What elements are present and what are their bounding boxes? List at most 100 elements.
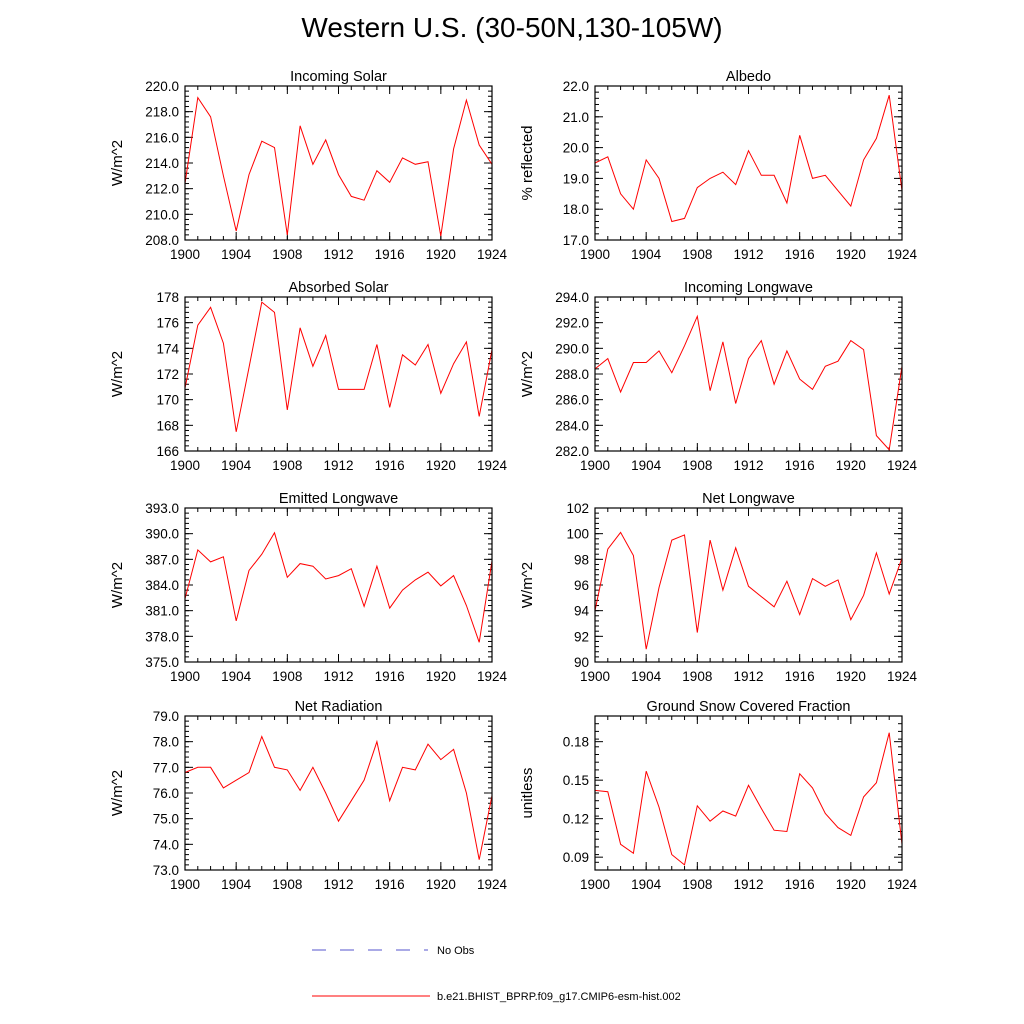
y-tick-label: 178 (156, 290, 179, 305)
x-tick-label: 1924 (887, 669, 918, 684)
x-tick-label: 1912 (733, 877, 763, 892)
y-tick-label: 384.0 (145, 578, 179, 593)
y-tick-label: 0.15 (563, 773, 589, 788)
y-tick-label: 90 (574, 655, 589, 670)
y-tick-label: 288.0 (555, 367, 589, 382)
x-tick-label: 1912 (733, 458, 763, 473)
x-tick-label: 1912 (733, 669, 763, 684)
y-axis-label: W/m^2 (519, 562, 536, 608)
y-tick-label: 170 (156, 393, 179, 408)
y-tick-label: 393.0 (145, 501, 179, 516)
y-tick-label: 75.0 (153, 812, 179, 827)
x-tick-label: 1912 (323, 669, 353, 684)
y-tick-label: 214.0 (145, 156, 179, 171)
x-tick-label: 1904 (221, 458, 252, 473)
x-tick-label: 1920 (426, 669, 456, 684)
panel-title: Albedo (726, 69, 771, 85)
x-tick-label: 1900 (170, 877, 200, 892)
legend-label: b.e21.BHIST_BPRP.f09_g17.CMIP6-esm-hist.… (437, 991, 681, 1003)
x-tick-label: 1916 (785, 877, 815, 892)
y-tick-label: 79.0 (153, 709, 179, 724)
x-tick-label: 1900 (580, 247, 610, 262)
y-tick-label: 212.0 (145, 182, 179, 197)
y-tick-label: 210.0 (145, 207, 179, 222)
y-tick-label: 0.12 (563, 812, 589, 827)
x-tick-label: 1904 (631, 458, 662, 473)
x-tick-label: 1924 (887, 247, 918, 262)
y-tick-label: 220.0 (145, 79, 179, 94)
y-tick-label: 378.0 (145, 629, 179, 644)
x-tick-label: 1900 (580, 877, 610, 892)
y-tick-label: 166 (156, 444, 179, 459)
x-tick-label: 1900 (170, 458, 200, 473)
panel-title: Absorbed Solar (289, 280, 389, 296)
panel-title: Emitted Longwave (279, 491, 398, 507)
panel-title: Incoming Longwave (684, 280, 813, 296)
x-tick-label: 1908 (682, 877, 712, 892)
y-tick-label: 0.09 (563, 850, 589, 865)
series-line-model (184, 531, 493, 643)
panel-title: Incoming Solar (290, 69, 387, 85)
plot-frame (184, 507, 493, 663)
x-tick-label: 1912 (733, 247, 763, 262)
y-axis-label: W/m^2 (109, 351, 126, 397)
x-tick-label: 1916 (375, 247, 405, 262)
y-tick-label: 284.0 (555, 418, 589, 433)
y-axis-label: W/m^2 (109, 770, 126, 816)
panel-ground-snow-covered-fraction: 1900 1904 1908 1912 1916 1920 1924 0.09 0.12 0.15… (519, 699, 918, 892)
x-tick-label: 1920 (836, 458, 866, 473)
x-tick-label: 1924 (887, 458, 918, 473)
y-tick-label: 78.0 (153, 735, 179, 750)
panel-net-longwave: 1900 1904 1908 1912 1916 1920 1924 90 92 94 96 98 10… (519, 491, 918, 684)
x-tick-label: 1900 (580, 458, 610, 473)
y-tick-label: 96 (574, 578, 589, 593)
x-tick-label: 1908 (272, 247, 302, 262)
y-tick-label: 21.0 (563, 110, 589, 125)
series-line-model (594, 314, 903, 451)
y-axis-label: unitless (519, 768, 536, 819)
plot-frame (594, 85, 903, 241)
x-tick-label: 1920 (426, 877, 456, 892)
x-tick-label: 1904 (631, 877, 662, 892)
y-tick-label: 92 (574, 629, 589, 644)
series-line-model (184, 96, 493, 237)
y-axis-label: W/m^2 (519, 351, 536, 397)
x-tick-label: 1920 (836, 877, 866, 892)
x-tick-label: 1904 (221, 247, 252, 262)
y-tick-label: 168 (156, 418, 179, 433)
y-tick-label: 381.0 (145, 604, 179, 619)
x-tick-label: 1912 (323, 877, 353, 892)
y-tick-label: 76.0 (153, 786, 179, 801)
y-tick-label: 102 (566, 501, 589, 516)
y-tick-label: 18.0 (563, 202, 589, 217)
y-tick-label: 0.18 (563, 735, 589, 750)
panel-absorbed-solar: 1900 1904 1908 1912 1916 1920 1924 166 168 170 172… (109, 280, 508, 473)
plot-frame (184, 85, 493, 241)
y-tick-label: 73.0 (153, 863, 179, 878)
x-tick-label: 1900 (170, 247, 200, 262)
x-tick-label: 1912 (323, 247, 353, 262)
y-tick-label: 176 (156, 316, 179, 331)
x-tick-label: 1924 (477, 247, 508, 262)
x-tick-label: 1908 (682, 247, 712, 262)
panel-incoming-longwave: 1900 1904 1908 1912 1916 1920 1924 282.0 284.0 28… (519, 280, 918, 473)
y-tick-label: 77.0 (153, 760, 179, 775)
x-tick-label: 1924 (477, 669, 508, 684)
series-line-model (184, 301, 493, 432)
y-tick-label: 208.0 (145, 233, 179, 248)
x-tick-label: 1924 (477, 877, 508, 892)
y-tick-label: 294.0 (555, 290, 589, 305)
series-line-model (594, 95, 903, 223)
x-tick-label: 1916 (785, 247, 815, 262)
y-tick-label: 375.0 (145, 655, 179, 670)
x-tick-label: 1916 (785, 669, 815, 684)
panel-net-radiation: 1900 1904 1908 1912 1916 1920 1924 73.0 74.0 75.0… (109, 699, 508, 892)
x-tick-label: 1900 (580, 669, 610, 684)
panel-albedo: 1900 1904 1908 1912 1916 1920 1924 17.0 18.0 19.0… (519, 69, 918, 262)
x-tick-label: 1920 (836, 669, 866, 684)
y-tick-label: 17.0 (563, 233, 589, 248)
panel-title: Net Radiation (295, 699, 383, 715)
y-tick-label: 286.0 (555, 393, 589, 408)
y-tick-label: 98 (574, 552, 589, 567)
